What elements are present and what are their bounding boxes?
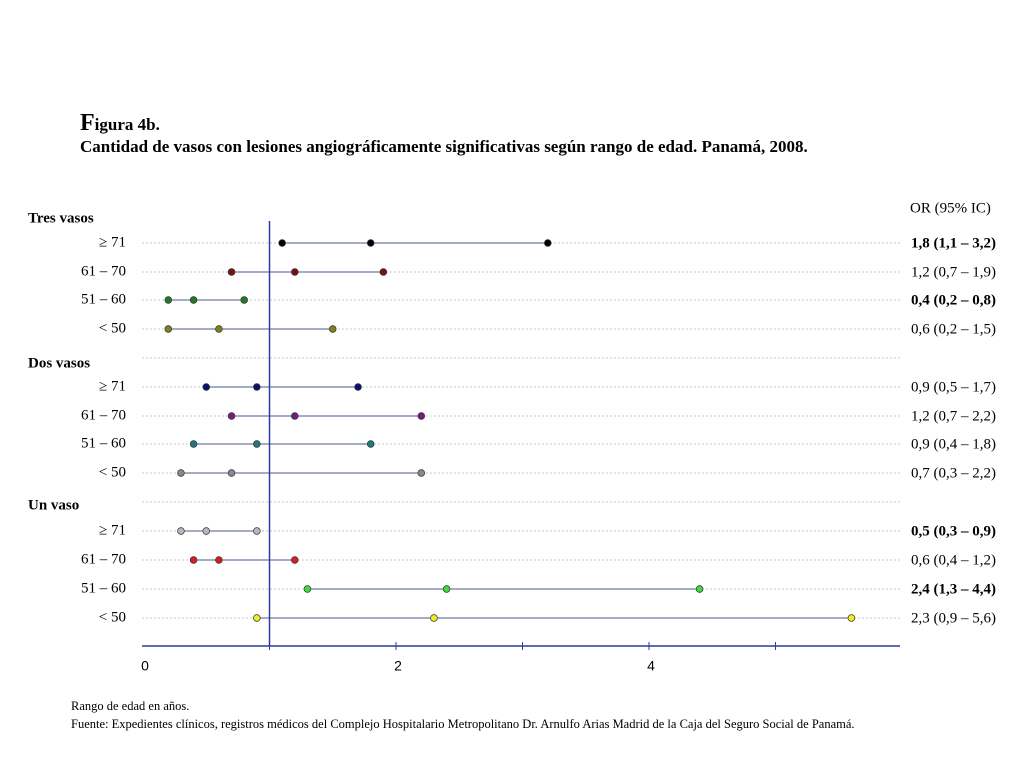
group-label-1: Tres vasos	[28, 210, 94, 226]
or-value: 1,8 (1,1 – 3,2)	[911, 235, 996, 251]
or-value: 0,9 (0,4 – 1,8)	[911, 436, 996, 452]
row-label: 61 – 70	[81, 263, 126, 279]
ci-point-or	[442, 585, 451, 593]
ci-point-high	[544, 239, 552, 247]
or-value: 0,5 (0,3 – 0,9)	[911, 523, 996, 539]
ci-point-low	[227, 268, 236, 276]
ci-point-low	[189, 440, 198, 448]
or-value: 0,9 (0,5 – 1,7)	[911, 379, 996, 395]
row-label: < 50	[99, 609, 126, 625]
or-value: 0,4 (0,2 – 0,8)	[911, 292, 996, 308]
ci-point-high	[240, 296, 248, 304]
figure-label: Figura 4b.	[80, 110, 808, 136]
footnote-age-range: Rango de edad en años.	[71, 699, 190, 713]
ci-point-high	[291, 556, 299, 564]
ci-point-high	[695, 585, 704, 593]
ci-point-high	[847, 614, 856, 622]
row-label: ≥ 71	[99, 378, 126, 394]
ci-point-high	[354, 383, 362, 391]
group-label-2: Dos vasos	[28, 355, 90, 371]
ci-point-or	[430, 614, 438, 622]
ci-point-high	[329, 325, 337, 333]
figure-label-initial: F	[80, 110, 95, 136]
group-label-3: Un vaso	[28, 497, 79, 513]
row-label: ≥ 71	[99, 522, 126, 538]
row-label: < 50	[99, 464, 126, 480]
figure-title-block: Figura 4b. Cantidad de vasos con lesione…	[80, 110, 808, 158]
row-label: 51 – 60	[81, 580, 126, 596]
x-tick-label: 0	[141, 658, 149, 674]
or-value: 1,2 (0,7 – 2,2)	[911, 408, 996, 424]
ci-point-or	[215, 556, 223, 564]
ci-point-or	[366, 239, 375, 247]
ci-point-low	[202, 383, 211, 391]
ci-point-or	[215, 325, 223, 333]
ci-point-high	[379, 268, 388, 276]
ci-point-or	[291, 412, 299, 420]
ci-point-high	[417, 412, 426, 420]
footnote: Rango de edad en años. Fuente: Expedient…	[71, 697, 855, 733]
or-value: 2,4 (1,3 – 4,4)	[911, 581, 996, 597]
forest-plot: OR (95% IC) Tres vasos ≥ 71 1,8 (1,1 – 3,2)…	[28, 200, 996, 674]
figure-title: Cantidad de vasos con lesiones angiográf…	[80, 137, 808, 156]
ci-point-or	[202, 527, 211, 535]
ci-point-low	[177, 469, 185, 477]
ci-point-or	[253, 440, 261, 448]
row-label: 51 – 60	[81, 435, 126, 451]
ci-point-low	[227, 412, 236, 420]
ci-point-low	[303, 585, 312, 593]
or-header: OR (95% IC)	[910, 200, 991, 216]
x-tick-label: 2	[394, 658, 402, 674]
ci-point-or	[189, 296, 198, 304]
ci-point-low	[189, 556, 198, 564]
or-value: 0,7 (0,3 – 2,2)	[911, 465, 996, 481]
ci-point-low	[253, 614, 261, 622]
footnote-source: Fuente: Expedientes clínicos, registros …	[71, 717, 855, 731]
or-value: 1,2 (0,7 – 1,9)	[911, 264, 996, 280]
or-value: 0,6 (0,4 – 1,2)	[911, 552, 996, 568]
row-label: 61 – 70	[81, 551, 126, 567]
ci-point-low	[278, 239, 286, 247]
or-value: 0,6 (0,2 – 1,5)	[911, 321, 996, 337]
ci-point-or	[227, 469, 236, 477]
ci-point-or	[291, 268, 299, 276]
ci-point-high	[366, 440, 375, 448]
x-tick-label: 4	[647, 658, 655, 674]
row-label: ≥ 71	[99, 234, 126, 250]
ci-point-high	[253, 527, 261, 535]
ci-point-high	[417, 469, 426, 477]
or-value: 2,3 (0,9 – 5,6)	[911, 610, 996, 626]
ci-point-or	[253, 383, 261, 391]
row-label: < 50	[99, 320, 126, 336]
ci-point-low	[164, 325, 173, 333]
figure-label-rest: igura 4b.	[94, 115, 160, 134]
ci-point-low	[177, 527, 185, 535]
row-label: 51 – 60	[81, 291, 126, 307]
row-label: 61 – 70	[81, 407, 126, 423]
ci-point-low	[164, 296, 173, 304]
